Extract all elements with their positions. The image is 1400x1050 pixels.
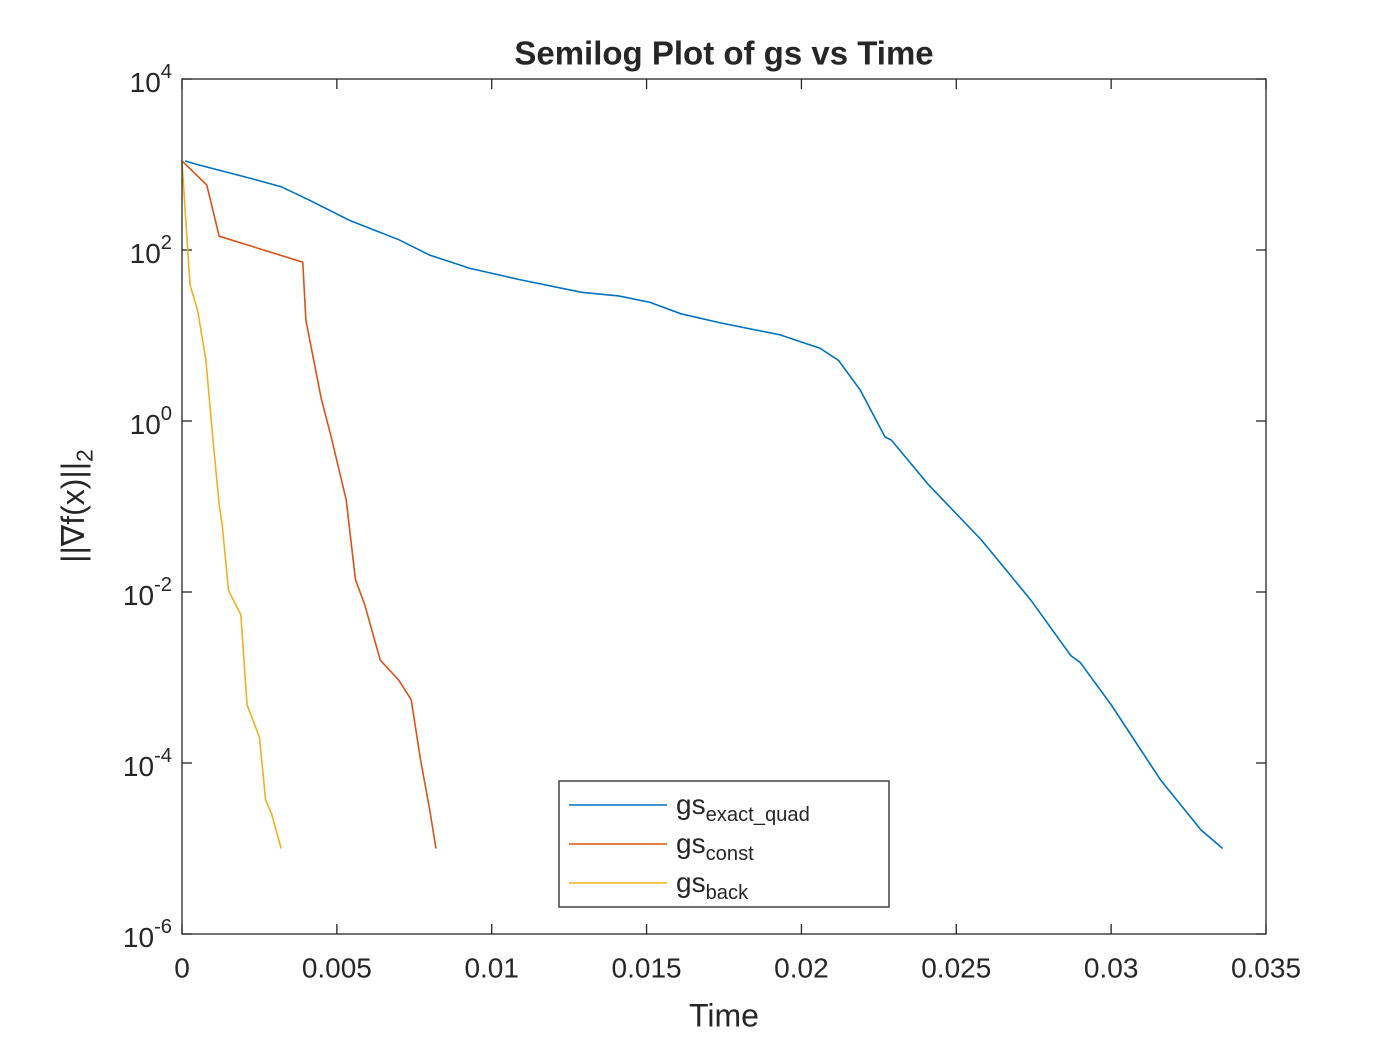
series-line: [181, 160, 437, 849]
x-tick-label: 0.025: [921, 952, 991, 983]
series-line: [184, 160, 1224, 850]
chart-title: Semilog Plot of gs vs Time: [514, 35, 933, 72]
legend-label: gsexact_quad: [676, 789, 810, 826]
legend-label: gsconst: [676, 828, 754, 865]
axes-frame: [181, 78, 1267, 935]
x-tick-label: 0.015: [612, 952, 682, 983]
y-tick-label: 100: [130, 403, 172, 440]
x-tick-label: 0.005: [302, 952, 372, 983]
y-tick-label: 102: [130, 232, 172, 269]
x-tick-label: 0.03: [1084, 952, 1139, 983]
x-tick-label: 0.035: [1231, 952, 1301, 983]
y-tick-label: 10-2: [123, 574, 172, 611]
series-line: [181, 160, 282, 849]
y-tick-label: 10-6: [123, 916, 172, 953]
y-tick-label: 10-4: [123, 745, 172, 782]
x-tick-label: 0.01: [464, 952, 519, 983]
y-axis-label: ||∇f(x)||2: [55, 449, 97, 563]
x-tick-label: 0: [174, 952, 190, 983]
legend-label: gsback: [676, 867, 749, 904]
y-tick-label: 104: [130, 61, 172, 98]
x-tick-label: 0.02: [774, 952, 829, 983]
x-axis-label: Time: [689, 997, 759, 1033]
